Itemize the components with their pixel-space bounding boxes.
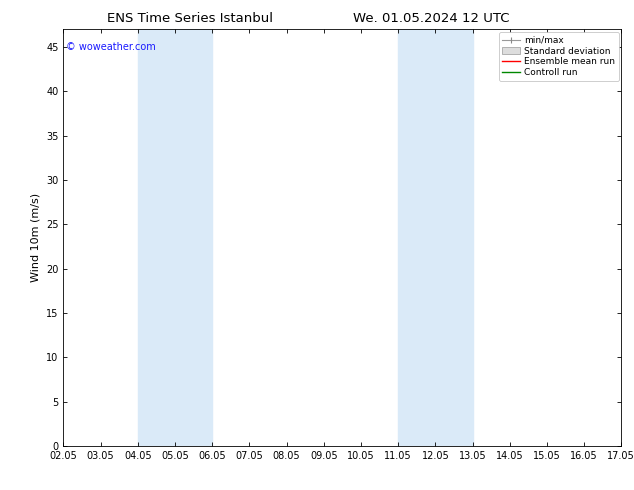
Bar (138, 29, 212, 446)
Bar (398, 29, 472, 446)
Y-axis label: Wind 10m (m/s): Wind 10m (m/s) (30, 193, 41, 282)
Legend: min/max, Standard deviation, Ensemble mean run, Controll run: min/max, Standard deviation, Ensemble me… (499, 32, 619, 81)
Text: ENS Time Series Istanbul: ENS Time Series Istanbul (107, 12, 273, 25)
Text: © woweather.com: © woweather.com (66, 42, 156, 52)
Text: We. 01.05.2024 12 UTC: We. 01.05.2024 12 UTC (353, 12, 509, 25)
